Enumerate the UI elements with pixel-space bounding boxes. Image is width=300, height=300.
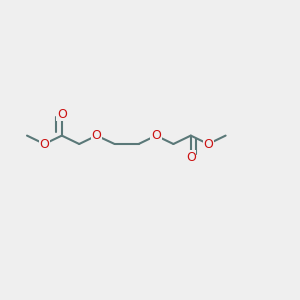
- Text: O: O: [40, 137, 49, 151]
- Text: O: O: [186, 151, 196, 164]
- Text: O: O: [203, 137, 213, 151]
- Text: O: O: [57, 107, 67, 121]
- Text: O: O: [92, 129, 101, 142]
- Text: O: O: [151, 129, 161, 142]
